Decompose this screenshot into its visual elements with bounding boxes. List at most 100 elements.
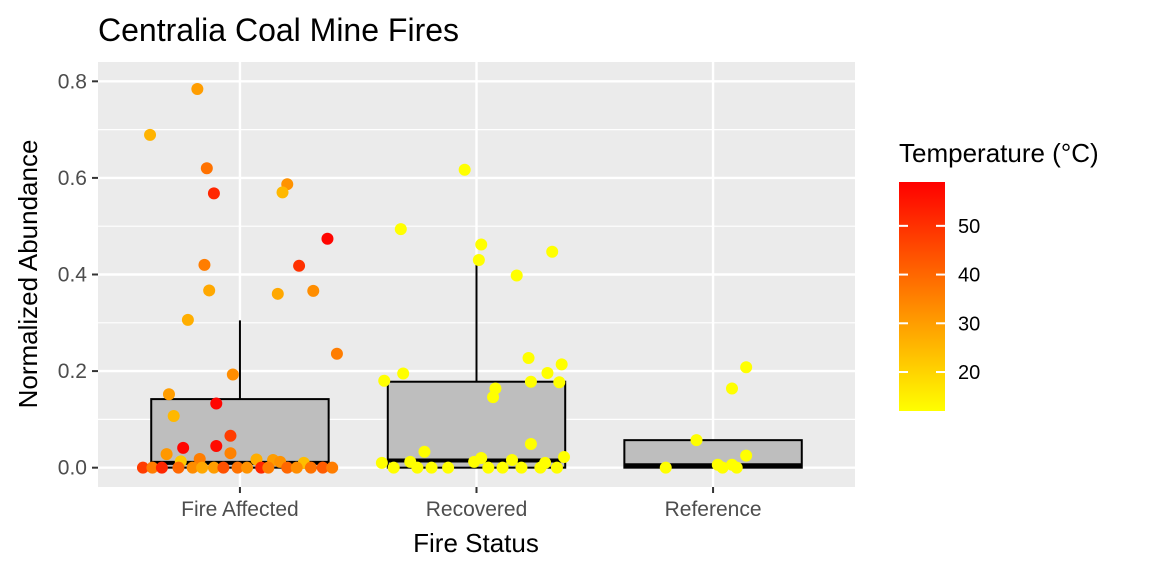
box-recovered — [386, 255, 567, 469]
data-point — [730, 461, 743, 474]
data-point — [387, 461, 400, 474]
data-point — [262, 461, 275, 474]
data-point — [546, 245, 559, 258]
data-point — [472, 254, 485, 267]
y-tick-label: 0.2 — [58, 360, 87, 383]
x-axis-title: Fire Status — [413, 528, 539, 558]
data-point — [203, 284, 216, 297]
data-point — [224, 429, 237, 442]
y-axis: 0.0 0.2 0.4 0.6 0.8 — [58, 70, 98, 480]
data-point — [231, 461, 244, 474]
legend-title: Temperature (°C) — [899, 138, 1099, 168]
data-point — [375, 456, 388, 469]
data-point — [550, 461, 563, 474]
data-point — [191, 83, 204, 96]
data-point — [210, 397, 223, 410]
data-point — [304, 461, 317, 474]
y-tick-label: 0.6 — [58, 167, 87, 190]
data-point — [155, 461, 168, 474]
data-point — [167, 410, 180, 423]
data-point — [475, 238, 488, 251]
y-axis-title: Normalized Abundance — [13, 140, 43, 409]
x-tick-label: Fire Affected — [181, 498, 299, 521]
data-point — [276, 186, 289, 199]
colorbar-tick-label: 40 — [958, 265, 980, 287]
y-tick-label: 0.0 — [58, 457, 87, 480]
data-point — [553, 376, 566, 389]
data-point — [186, 461, 199, 474]
data-point — [515, 461, 528, 474]
box-iqr — [386, 380, 567, 469]
data-point — [271, 287, 284, 300]
data-point — [146, 461, 159, 474]
data-point — [690, 434, 703, 447]
colorbar — [899, 182, 945, 411]
colorbar-ticks: 20 30 40 50 — [899, 216, 980, 384]
data-point — [411, 461, 424, 474]
chart-title: Centralia Coal Mine Fires — [98, 12, 459, 48]
data-point — [316, 461, 329, 474]
data-points — [136, 83, 753, 474]
data-point — [307, 284, 320, 297]
data-point — [524, 438, 537, 451]
data-point — [482, 461, 495, 474]
data-point — [505, 453, 518, 466]
data-point — [510, 269, 523, 282]
data-point — [394, 223, 407, 236]
data-point — [725, 382, 738, 395]
data-point — [210, 439, 223, 452]
data-point — [290, 461, 303, 474]
x-tick-label: Recovered — [426, 498, 528, 521]
data-point — [241, 461, 254, 474]
data-point — [378, 374, 391, 387]
data-point — [144, 128, 157, 141]
data-point — [330, 347, 343, 360]
colorbar-tick-label: 20 — [958, 362, 980, 384]
data-point — [160, 448, 173, 461]
data-point — [740, 449, 753, 462]
data-point — [418, 445, 431, 458]
data-point — [207, 461, 220, 474]
y-tick-label: 0.8 — [58, 70, 87, 93]
data-point — [522, 352, 535, 365]
data-point — [207, 187, 220, 200]
data-point — [487, 391, 500, 404]
x-tick-label: Reference — [665, 498, 762, 521]
data-point — [659, 461, 672, 474]
data-point — [541, 367, 554, 380]
data-point — [496, 461, 509, 474]
y-tick-label: 0.4 — [58, 264, 88, 287]
data-point — [321, 232, 334, 245]
data-point — [326, 461, 339, 474]
data-point — [172, 461, 185, 474]
colorbar-legend: Temperature (°C) 20 30 40 50 — [899, 138, 1099, 411]
data-point — [425, 461, 438, 474]
colorbar-tick-label: 30 — [958, 313, 980, 335]
data-point — [226, 368, 239, 381]
data-point — [716, 461, 729, 474]
data-point — [200, 162, 213, 175]
data-point — [177, 441, 190, 454]
x-axis: Fire Affected Recovered Reference — [181, 487, 762, 521]
box-plots — [150, 255, 803, 469]
data-point — [181, 313, 194, 326]
data-point — [198, 258, 211, 271]
data-point — [397, 367, 410, 380]
data-point — [442, 461, 455, 474]
data-point — [468, 455, 481, 468]
data-point — [162, 388, 175, 401]
data-point — [555, 358, 568, 371]
data-point — [281, 461, 294, 474]
data-point — [534, 461, 547, 474]
data-point — [458, 163, 471, 176]
data-point — [558, 451, 571, 464]
data-point — [524, 375, 537, 388]
data-point — [136, 461, 149, 474]
colorbar-tick-label: 50 — [958, 216, 980, 238]
data-point — [217, 461, 230, 474]
data-point — [293, 259, 306, 272]
data-point — [224, 447, 237, 460]
data-point — [196, 461, 209, 474]
data-point — [740, 361, 753, 374]
